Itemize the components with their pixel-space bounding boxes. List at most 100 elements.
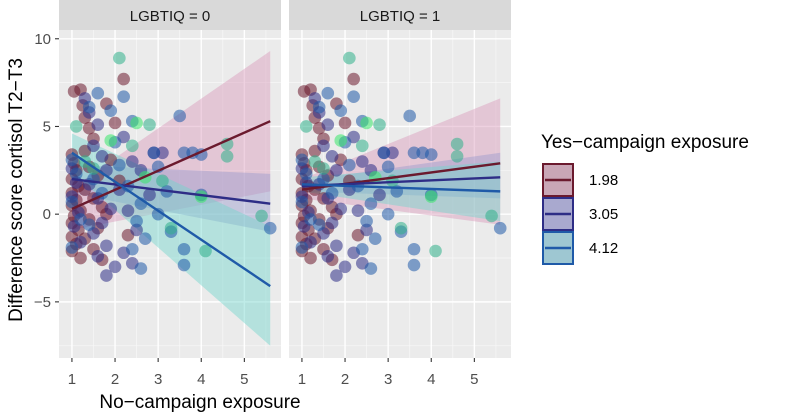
data-point xyxy=(334,202,348,216)
regression-line-3.05 xyxy=(71,177,271,205)
data-point xyxy=(360,214,373,228)
x-tick-label: 5 xyxy=(240,371,248,388)
data-point xyxy=(91,118,105,132)
data-point xyxy=(317,172,330,186)
data-point xyxy=(82,218,96,231)
data-point xyxy=(295,241,309,254)
regression-line-4.12 xyxy=(301,183,501,193)
y-axis: −5 0 5 10 xyxy=(34,31,59,311)
x-tick-label: 3 xyxy=(154,371,162,388)
data-point xyxy=(100,269,113,282)
data-point xyxy=(381,207,395,221)
data-point xyxy=(381,160,395,174)
data-point xyxy=(113,158,126,172)
data-point xyxy=(347,90,360,103)
data-point xyxy=(108,116,122,130)
panel-lgbtiq-0: LGBTIQ = 0 1 2 3 4 5 xyxy=(59,0,281,388)
data-point xyxy=(91,86,105,100)
data-point xyxy=(108,260,122,274)
scatter-points xyxy=(295,51,507,282)
data-point xyxy=(194,190,208,203)
regression-lines xyxy=(71,120,271,288)
data-point xyxy=(130,214,143,228)
data-point xyxy=(330,239,343,253)
data-point xyxy=(424,148,438,161)
data-point xyxy=(403,109,416,123)
data-point xyxy=(295,153,309,167)
x-tick-label: 1 xyxy=(298,371,306,388)
data-point xyxy=(117,90,130,103)
data-point xyxy=(407,242,421,256)
data-point xyxy=(321,118,335,132)
data-point xyxy=(199,244,212,258)
data-point xyxy=(177,242,191,256)
data-point xyxy=(134,262,148,275)
data-point xyxy=(429,244,442,258)
data-point xyxy=(485,209,498,223)
data-point xyxy=(151,207,165,221)
data-point xyxy=(65,195,79,209)
data-point xyxy=(347,72,360,86)
legend: Yes−campaign exposure 1.98 3.05 4.12 xyxy=(541,132,749,265)
data-point xyxy=(130,223,143,237)
data-point xyxy=(121,204,135,217)
y-axis-title: Difference score cortisol T2−T3 xyxy=(6,58,27,322)
x-tick-label: 2 xyxy=(341,371,349,388)
data-point xyxy=(304,251,317,265)
data-point xyxy=(164,221,178,235)
data-point xyxy=(130,116,143,130)
data-point xyxy=(321,249,335,263)
data-point xyxy=(255,209,268,223)
legend-title: Yes−campaign exposure xyxy=(541,132,749,153)
data-point xyxy=(220,149,234,163)
data-point xyxy=(424,190,438,203)
data-point xyxy=(343,51,356,65)
data-point xyxy=(360,116,373,130)
data-point xyxy=(355,139,369,153)
data-point xyxy=(338,260,352,274)
data-point xyxy=(334,134,348,147)
data-point xyxy=(82,100,96,114)
data-point xyxy=(377,146,391,160)
data-point xyxy=(325,149,339,163)
legend-keys: 1.98 3.05 4.12 xyxy=(542,163,618,265)
legend-label: 4.12 xyxy=(589,240,618,257)
panel-lgbtiq-1: LGBTIQ = 1 1 2 3 4 5 xyxy=(289,0,511,388)
y-tick-label: 10 xyxy=(34,31,51,48)
strip-background xyxy=(59,0,281,30)
data-point xyxy=(87,139,100,153)
data-point xyxy=(325,186,339,200)
data-point xyxy=(407,258,421,272)
strip-label: LGBTIQ = 0 xyxy=(130,8,210,25)
legend-label: 1.98 xyxy=(589,172,618,189)
data-point xyxy=(368,232,382,246)
data-point xyxy=(330,164,343,177)
data-point xyxy=(312,100,326,114)
strip-label: LGBTIQ = 1 xyxy=(360,8,440,25)
data-point xyxy=(263,221,277,235)
y-tick-label: 0 xyxy=(43,206,51,223)
data-point xyxy=(493,221,507,235)
strip-background xyxy=(289,0,511,30)
regression-line-1.98 xyxy=(71,120,271,211)
data-point xyxy=(394,221,408,235)
data-point xyxy=(69,167,83,181)
data-point xyxy=(74,251,87,265)
data-point xyxy=(95,149,109,163)
data-point xyxy=(100,239,113,253)
data-point xyxy=(143,188,156,202)
data-point xyxy=(65,153,79,167)
y-tick-label: 5 xyxy=(43,118,51,135)
y-tick-label: −5 xyxy=(34,294,51,311)
data-point xyxy=(173,109,186,123)
data-point xyxy=(95,216,109,230)
data-point xyxy=(177,146,191,160)
data-point xyxy=(386,146,399,160)
data-point xyxy=(295,195,309,209)
data-point xyxy=(343,158,356,172)
data-point xyxy=(330,269,343,282)
data-point xyxy=(308,155,322,168)
data-point xyxy=(125,139,139,153)
data-point xyxy=(355,155,369,168)
data-point xyxy=(355,242,369,256)
